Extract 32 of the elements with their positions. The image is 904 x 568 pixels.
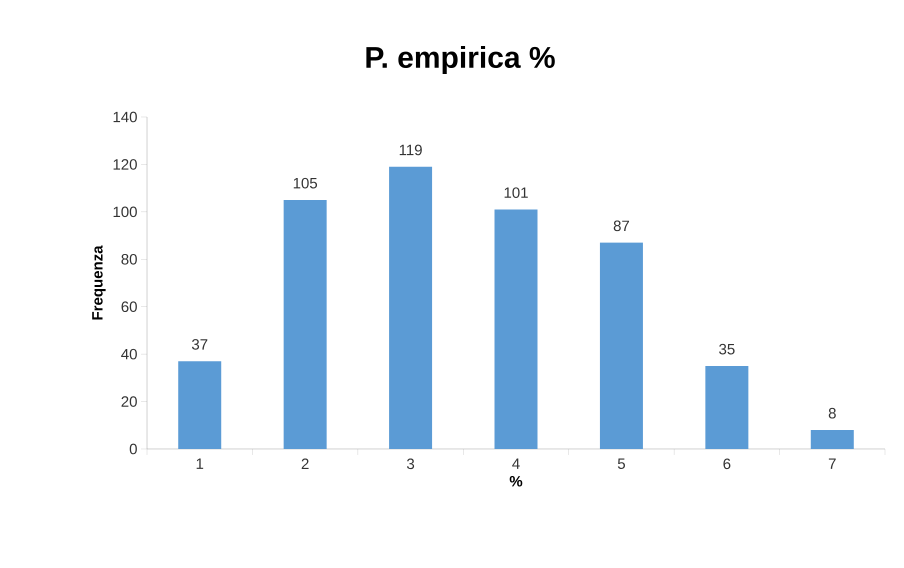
y-tick-label: 20 bbox=[122, 396, 137, 407]
y-tick-label: 100 bbox=[114, 206, 137, 218]
bar bbox=[284, 200, 327, 449]
x-tick-label: 4 bbox=[512, 458, 520, 469]
y-axis-title: Frequenza bbox=[92, 245, 106, 320]
bar bbox=[600, 242, 643, 449]
bar bbox=[178, 361, 222, 449]
y-tick-label: 0 bbox=[130, 444, 137, 454]
y-tick-label: 40 bbox=[121, 348, 137, 360]
y-tick-label: 140 bbox=[114, 112, 137, 122]
x-tick-label: 6 bbox=[723, 458, 730, 470]
data-label: 8 bbox=[828, 408, 836, 418]
y-tick-label: 120 bbox=[114, 159, 137, 170]
data-label: 119 bbox=[400, 144, 422, 156]
x-tick-label: 7 bbox=[828, 458, 836, 469]
bar bbox=[494, 209, 538, 449]
bar bbox=[810, 430, 854, 449]
data-label: 35 bbox=[719, 344, 735, 354]
y-tick-label: 80 bbox=[121, 254, 137, 265]
x-tick-label: 1 bbox=[196, 458, 204, 469]
chart-title: P. empirica % bbox=[366, 46, 555, 74]
data-label: 101 bbox=[504, 187, 528, 198]
bar bbox=[705, 366, 748, 449]
x-tick-label: 5 bbox=[618, 458, 625, 469]
x-axis-title: % bbox=[510, 476, 522, 487]
data-label: 37 bbox=[192, 339, 208, 350]
x-tick-label: 3 bbox=[406, 458, 414, 470]
x-tick-label: 2 bbox=[302, 458, 309, 469]
data-label: 105 bbox=[294, 178, 318, 188]
bar bbox=[389, 166, 432, 449]
y-tick-label: 60 bbox=[122, 301, 137, 312]
data-label: 87 bbox=[614, 220, 630, 232]
